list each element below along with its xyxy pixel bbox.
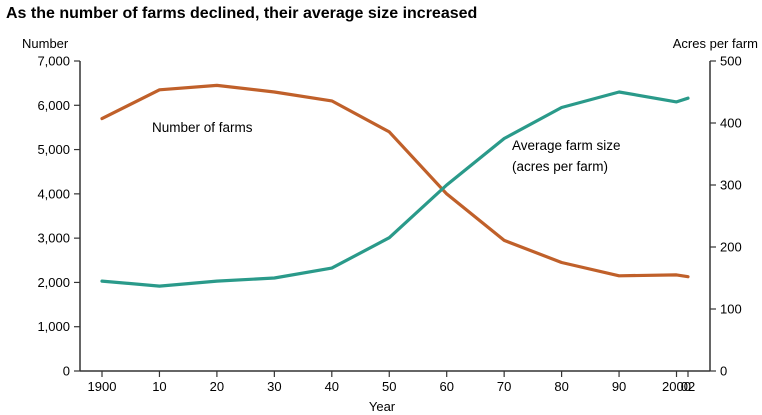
left-tick-label: 2,000 <box>37 275 70 290</box>
x-tick-label: 40 <box>325 379 339 394</box>
right-tick-label: 100 <box>720 302 742 317</box>
x-tick-label: 02 <box>681 379 695 394</box>
x-tick-label: 80 <box>554 379 568 394</box>
chart-title: As the number of farms declined, their a… <box>6 5 477 22</box>
x-tick-label: 1900 <box>88 379 117 394</box>
left-tick-label: 0 <box>63 364 70 379</box>
left-tick-label: 4,000 <box>37 186 70 201</box>
series-line-number-of-farms <box>100 83 690 279</box>
left-axis-label: Number <box>22 36 69 51</box>
x-tick-label: 2000 <box>662 379 691 394</box>
x-tick-label: 10 <box>152 379 166 394</box>
x-tick-label: 20 <box>210 379 224 394</box>
left-axis-ticks: 0 1,000 2,000 3,000 4,000 5,000 6,000 7,000 <box>37 54 80 379</box>
left-tick-label: 7,000 <box>37 54 70 69</box>
series-label-number-of-farms: Number of farms <box>152 120 253 135</box>
x-tick-label: 70 <box>497 379 511 394</box>
x-tick-label: 50 <box>382 379 396 394</box>
x-axis-label: Year <box>369 399 396 414</box>
right-tick-label: 300 <box>720 178 742 193</box>
right-tick-label: 200 <box>720 240 742 255</box>
series-layer <box>100 83 690 288</box>
x-tick-label: 90 <box>612 379 626 394</box>
right-tick-label: 500 <box>720 54 742 69</box>
left-tick-label: 5,000 <box>37 142 70 157</box>
left-tick-label: 3,000 <box>37 231 70 246</box>
right-tick-label: 400 <box>720 116 742 131</box>
right-tick-label: 0 <box>720 364 727 379</box>
left-tick-label: 1,000 <box>37 319 70 334</box>
right-axis-label: Acres per farm <box>673 36 758 51</box>
series-label-farm-size-line2: (acres per farm) <box>512 159 608 174</box>
x-tick-label: 60 <box>439 379 453 394</box>
right-axis-ticks: 0 100 200 300 400 500 <box>710 54 742 379</box>
left-tick-label: 6,000 <box>37 98 70 113</box>
series-line-average-farm-size <box>100 90 690 288</box>
series-label-farm-size-line1: Average farm size <box>512 138 621 153</box>
x-tick-label: 30 <box>267 379 281 394</box>
